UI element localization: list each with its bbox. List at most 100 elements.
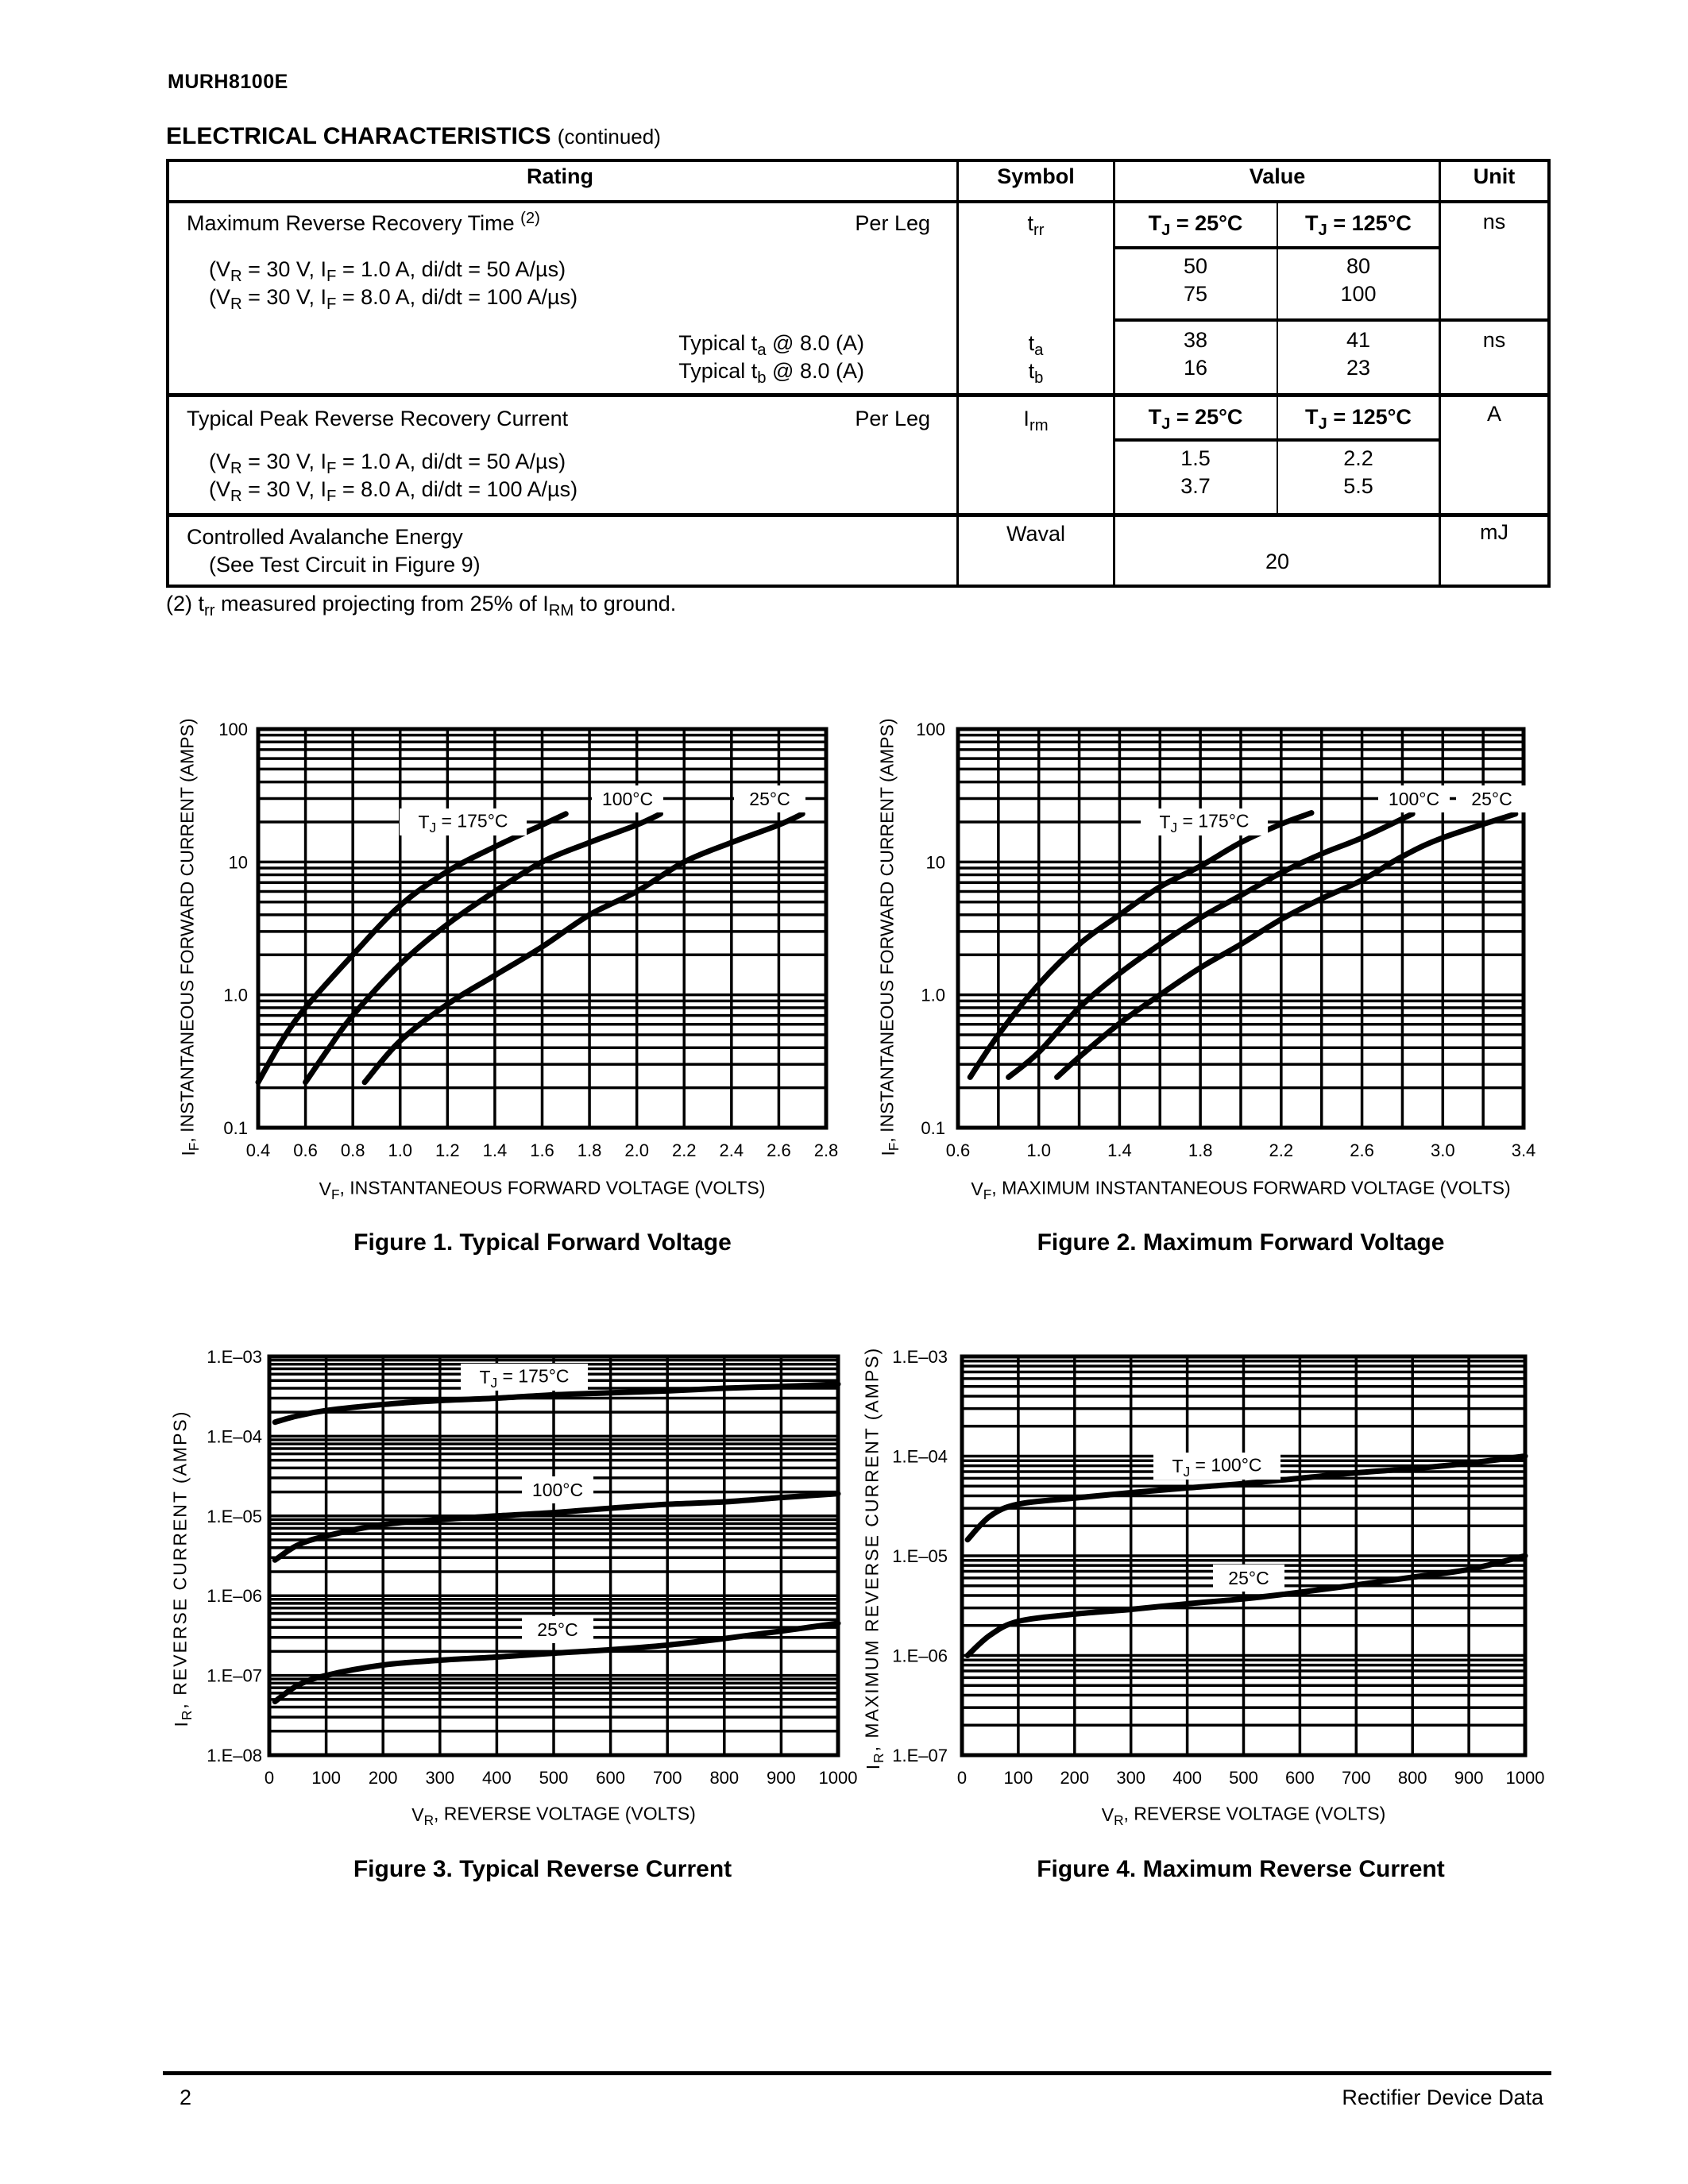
table-border-right [1547, 159, 1551, 588]
trr-unit: ns [1482, 210, 1506, 233]
irm-unit: A [1486, 402, 1502, 426]
value-inner-divider [1114, 318, 1549, 322]
tb-value-25: 16 [1183, 356, 1208, 380]
plot-frame [256, 727, 829, 1130]
figure-caption: Figure 3. Typical Reverse Current [353, 1856, 732, 1882]
plot-frame [956, 727, 1526, 1130]
series-label-background [461, 1364, 588, 1391]
x-tick-label: 0 [265, 1768, 274, 1788]
x-tick-label: 2.6 [1350, 1140, 1374, 1160]
x-tick-label: 3.4 [1512, 1140, 1536, 1160]
text-run: , MAXIMUM REVERSE CURRENT (AMPS) [861, 1347, 882, 1752]
trr-symbol: trr [1027, 211, 1044, 239]
subscript: RM [548, 602, 574, 620]
trr-condition-2: (VR = 30 V, IF = 8.0 A, di/dt = 100 A/µs… [209, 285, 578, 313]
text-run: 25°C [1228, 1568, 1269, 1588]
series-label-text: 25°C [537, 1619, 577, 1640]
text-run: I [1023, 407, 1029, 430]
text-run: I [878, 1151, 898, 1156]
subscript: R [179, 1709, 195, 1720]
irm-value-25-2: 3.7 [1180, 474, 1211, 498]
series-label-background [400, 808, 527, 835]
text-run: T [1172, 1456, 1183, 1476]
x-tick-label: 100 [311, 1768, 341, 1788]
subscript: J [1184, 1464, 1191, 1480]
x-tick-label: 2.0 [624, 1140, 649, 1160]
x-tick-label: 3.0 [1431, 1140, 1455, 1160]
subscript: b [1034, 369, 1044, 388]
series-label-text: 25°C [1228, 1568, 1269, 1588]
text-run: , INSTANTANEOUS FORWARD CURRENT (AMPS) [876, 718, 897, 1142]
x-tick-label: 400 [482, 1768, 512, 1788]
x-axis-label: VR​, REVERSE VOLTAGE (VOLTS) [1102, 1803, 1386, 1828]
x-tick-label: 1.6 [530, 1140, 554, 1160]
subscript: R [230, 295, 242, 314]
subscript: rm [1029, 417, 1049, 435]
text-run: t [1028, 359, 1035, 383]
series-label-3: 25°C [522, 1616, 593, 1643]
series-label-background [1153, 1453, 1280, 1480]
x-tick-label: 400 [1172, 1768, 1202, 1788]
series-label-text: TJ​ = 175°C [479, 1365, 569, 1391]
x-tick-label: 1000 [1506, 1768, 1545, 1788]
y-tick-label: 1.E–06 [892, 1646, 948, 1666]
waval-symbol: Waval [1006, 522, 1066, 546]
subscript: R [1114, 1812, 1123, 1828]
trr-value-25-1: 50 [1183, 254, 1208, 278]
text-run: t [1028, 331, 1035, 355]
x-tick-label: 2.8 [814, 1140, 839, 1160]
x-tick-label: 800 [1398, 1768, 1427, 1788]
irm-condition-2: (VR = 30 V, IF = 8.0 A, di/dt = 100 A/µs… [209, 477, 578, 505]
series-label-background [734, 785, 805, 812]
irm-value-25-1: 1.5 [1180, 446, 1211, 470]
text-run: Typical t [678, 331, 758, 355]
trr-tj-125-header: TJ = 125°C [1305, 211, 1412, 239]
text-run: = 8.0 A, di/dt = 100 A/µs) [336, 285, 578, 309]
series-curve-2 [303, 811, 663, 1086]
text-run: = 30 V, I [241, 285, 326, 309]
value-inner-divider [1114, 438, 1440, 442]
y-tick-label: 100 [218, 720, 248, 739]
subscript: a [757, 341, 767, 360]
ta-tb-unit: ns [1482, 328, 1506, 352]
table-row-divider [166, 393, 1551, 397]
x-tick-label: 1.2 [435, 1140, 460, 1160]
text-run: = 25°C [1170, 211, 1243, 235]
text-run: I [171, 1720, 191, 1727]
trr-tj-25-header: TJ = 25°C [1149, 211, 1243, 239]
text-run: , INSTANTANEOUS FORWARD VOLTAGE (VOLTS) [340, 1177, 766, 1198]
x-tick-label: 2.2 [672, 1140, 697, 1160]
text-run: , REVERSE CURRENT (AMPS) [169, 1410, 190, 1709]
text-run: @ 8.0 (A) [766, 331, 864, 355]
text-run: T [1305, 405, 1319, 429]
subscript: rr [1033, 222, 1045, 240]
figure-caption: Figure 2. Maximum Forward Voltage [1037, 1229, 1445, 1256]
series-label-text: TJ​ = 100°C [1172, 1454, 1261, 1480]
series-label-text: 100°C [602, 789, 653, 809]
text-run: V [411, 1804, 424, 1825]
table-row-divider [166, 513, 1551, 517]
subscript: J [1318, 415, 1327, 434]
series-label-2: 100°C [522, 1476, 593, 1503]
waval-value: 20 [1265, 550, 1290, 573]
x-tick-label: 1.4 [1107, 1140, 1132, 1160]
section-title-text: ELECTRICAL CHARACTERISTICS [166, 123, 551, 149]
y-tick-label: 0.1 [223, 1118, 248, 1138]
series-curve-3 [1054, 811, 1519, 1080]
subscript: F [326, 460, 337, 478]
tb-label: Typical tb @ 8.0 (A) [678, 359, 864, 387]
x-tick-label: 1.8 [577, 1140, 602, 1160]
text-run: = 125°C [1327, 211, 1412, 235]
y-tick-label: 1.E–07 [892, 1746, 948, 1765]
text-run: V [971, 1179, 983, 1199]
trr-value-125-1: 80 [1346, 254, 1371, 278]
grid [269, 1356, 838, 1757]
subscript: F [326, 295, 337, 314]
series-label-text: TJ​ = 175°C [418, 810, 508, 835]
text-run: (V [209, 477, 230, 501]
series-label-background [1378, 785, 1450, 812]
footer-rule [163, 2071, 1551, 2075]
figure-caption: Figure 4. Maximum Reverse Current [1037, 1856, 1445, 1882]
series-label-3: 25°C [734, 785, 805, 812]
text-run: = 8.0 A, di/dt = 100 A/µs) [336, 477, 578, 501]
